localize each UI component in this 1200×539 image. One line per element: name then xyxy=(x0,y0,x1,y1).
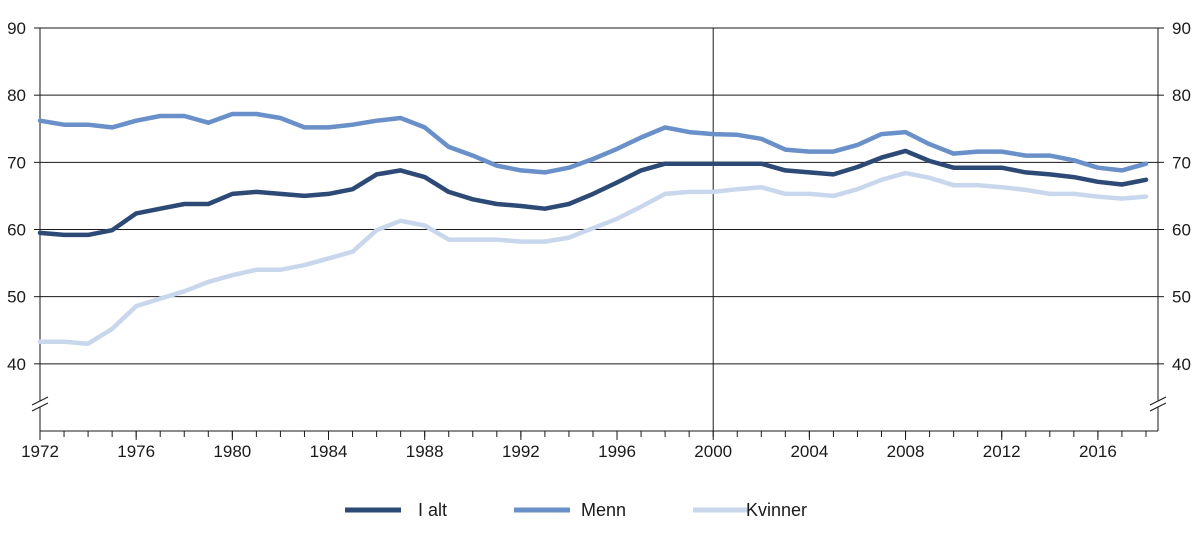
y-axis-left-labels: 40 50 60 70 80 90 xyxy=(7,19,26,374)
legend-label: Menn xyxy=(581,500,626,520)
x-tick-label: 1980 xyxy=(213,442,251,461)
axis-break-right xyxy=(1149,396,1167,406)
series-line-i-alt xyxy=(37,148,1149,238)
x-tick-label: 1988 xyxy=(406,442,444,461)
y-tick-label-left: 80 xyxy=(7,86,26,105)
y-tick-label-left: 60 xyxy=(7,221,26,240)
x-axis-labels: 1972 1976 1980 1984 1988 1992 1996 2000 2004 2008… xyxy=(21,442,1117,461)
series-lines xyxy=(37,111,1149,346)
x-tick-label: 2012 xyxy=(983,442,1021,461)
axis-break-left-gap xyxy=(34,401,46,407)
y-tick-label-left: 50 xyxy=(7,288,26,307)
series-line-kvinner xyxy=(37,170,1149,346)
x-tick-label: 1984 xyxy=(310,442,348,461)
legend-label: I alt xyxy=(418,500,447,520)
x-tick-label: 1976 xyxy=(117,442,155,461)
y-tick-label-right: 50 xyxy=(1172,288,1191,307)
x-tick-label: 1992 xyxy=(502,442,540,461)
x-tick-label: 1972 xyxy=(21,442,59,461)
y-tick-label-right: 40 xyxy=(1172,355,1191,374)
y-tick-label-left: 90 xyxy=(7,19,26,38)
x-tick-label: 2004 xyxy=(790,442,828,461)
y-tick-label-right: 80 xyxy=(1172,86,1191,105)
x-tick-label: 2000 xyxy=(694,442,732,461)
x-tick-label: 2008 xyxy=(887,442,925,461)
axis-break-left xyxy=(31,396,49,406)
axis-break-right xyxy=(1149,402,1167,412)
legend-label: Kvinner xyxy=(746,500,807,520)
y-tick-label-right: 90 xyxy=(1172,19,1191,38)
y-tick-label-right: 70 xyxy=(1172,153,1191,172)
y-tick-label-right: 60 xyxy=(1172,221,1191,240)
legend: I alt Menn Kvinner xyxy=(345,500,807,520)
y-axis-right-labels: 40 50 60 70 80 90 xyxy=(1172,19,1191,374)
axis-break-left xyxy=(31,402,49,412)
axis-break-right-gap xyxy=(1152,401,1164,407)
y-tick-label-left: 70 xyxy=(7,153,26,172)
y-tick-label-left: 40 xyxy=(7,355,26,374)
series-line-menn xyxy=(37,111,1149,175)
gridlines xyxy=(40,27,1158,365)
x-tick-label: 1996 xyxy=(598,442,636,461)
axes xyxy=(31,27,1167,440)
x-tick-label: 2016 xyxy=(1079,442,1117,461)
